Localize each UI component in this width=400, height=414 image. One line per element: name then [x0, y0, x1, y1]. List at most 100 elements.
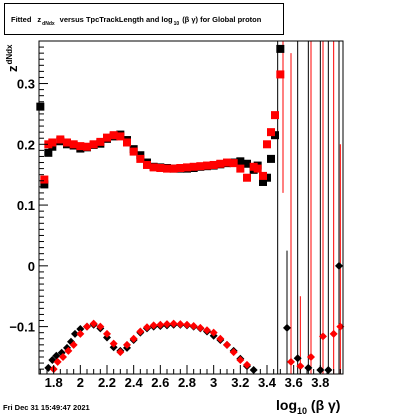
data-point	[123, 340, 131, 349]
data-point	[209, 160, 218, 169]
x-tick-label: 3	[210, 375, 217, 390]
data-point	[189, 162, 198, 171]
data-point	[216, 334, 225, 343]
data-point	[136, 327, 145, 336]
data-point	[243, 173, 251, 182]
data-point	[271, 111, 279, 120]
data-point	[324, 366, 333, 374]
data-point	[336, 322, 345, 331]
x-tick-label: 2	[77, 375, 84, 390]
data-point	[236, 157, 245, 166]
data-point	[229, 348, 238, 357]
data-point	[307, 352, 315, 361]
data-point	[176, 320, 185, 329]
data-point	[196, 323, 205, 332]
data-point	[83, 142, 91, 151]
data-point	[276, 70, 285, 79]
data-point	[40, 175, 49, 184]
data-point	[103, 329, 111, 338]
data-point	[89, 140, 98, 149]
data-point	[143, 323, 151, 332]
title-svg: Fitted zdNdx versus TpcTrackLength and log…	[11, 15, 262, 27]
data-point	[48, 138, 57, 147]
data-point	[136, 154, 145, 163]
y-tick-label: 0.1	[17, 198, 35, 213]
data-point	[259, 177, 267, 186]
data-point	[229, 159, 238, 168]
x-axis-label: log10 (β γ)	[276, 397, 340, 414]
data-point	[40, 180, 49, 189]
data-point	[89, 319, 98, 328]
x-tick-label: 3.8	[311, 375, 329, 390]
data-point	[223, 158, 231, 167]
y-axis: −0.1 0 0.1 0.2 0.3	[9, 46, 48, 370]
y-axis-label: zdNdx	[5, 44, 20, 72]
y-tick-label: 0.3	[17, 77, 35, 92]
data-point	[59, 352, 67, 361]
data-point	[69, 140, 78, 149]
data-point	[76, 325, 85, 334]
data-point	[335, 261, 343, 270]
data-point	[116, 132, 125, 141]
data-point	[143, 160, 151, 169]
x-axis: 1.8 2 2.2 2.4 2.6 2.8 3 3.2 3.4 3.6 3.8	[39, 365, 341, 390]
y-tick-label: 0	[28, 259, 35, 274]
data-point	[287, 357, 295, 366]
x-tick-label: 2.6	[151, 375, 169, 390]
data-point	[169, 319, 178, 328]
data-point	[183, 163, 191, 172]
data-point	[304, 363, 313, 372]
data-point	[236, 164, 245, 173]
data-point	[163, 320, 171, 329]
x-tick-label: 2.4	[125, 375, 144, 390]
x-tick-label: 3.6	[285, 375, 303, 390]
data-point	[64, 346, 73, 355]
timestamp: Fri Dec 31 15:49:47 2021	[3, 403, 90, 412]
data-point	[283, 323, 291, 332]
y-tick-label: 0.2	[17, 137, 35, 152]
data-point	[44, 148, 53, 157]
data-point	[52, 351, 61, 360]
y-tick-label: −0.1	[9, 320, 35, 335]
data-point	[56, 135, 65, 144]
data-point	[156, 320, 165, 329]
data-point	[109, 131, 118, 140]
data-point	[276, 44, 285, 53]
data-point	[216, 159, 225, 168]
data-point	[44, 363, 53, 372]
data-point	[53, 357, 62, 366]
data-point	[109, 339, 118, 348]
data-point	[96, 322, 105, 331]
data-point	[267, 128, 275, 137]
data-point	[76, 329, 85, 338]
x-tick-label: 3.4	[258, 375, 277, 390]
data-point	[156, 164, 165, 173]
data-point	[329, 329, 338, 338]
data-point	[243, 360, 251, 369]
data-point	[236, 356, 245, 365]
data-point	[209, 328, 218, 337]
title-box: Fitted zdNdx versus TpcTrackLength and log…	[4, 3, 284, 35]
data-point	[76, 142, 85, 151]
data-point	[169, 164, 178, 173]
data-point	[319, 332, 327, 341]
x-tick-label: 2.2	[98, 375, 116, 390]
x-tick-label: 3.2	[231, 375, 249, 390]
data-point	[253, 164, 262, 173]
data-point	[296, 362, 305, 371]
data-point	[223, 340, 231, 349]
data-point	[71, 329, 79, 338]
data-point	[189, 321, 198, 330]
data-point	[293, 354, 302, 363]
data-point	[63, 138, 71, 147]
data-point	[103, 133, 111, 142]
data-point	[263, 140, 271, 149]
plot-title: Fitted zdNdx versus TpcTrackLength and log…	[11, 15, 262, 27]
data-point	[203, 161, 211, 170]
data-point	[83, 322, 91, 331]
x-tick-label: 1.8	[45, 375, 63, 390]
data-point	[259, 171, 267, 180]
x-tick-label: 2.8	[178, 375, 196, 390]
